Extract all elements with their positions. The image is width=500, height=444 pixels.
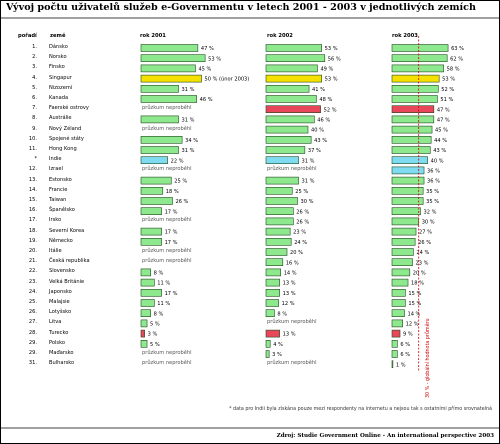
row-rank: 19. bbox=[28, 237, 37, 244]
row-rank: 9. bbox=[32, 125, 37, 132]
row-rank: 28. bbox=[28, 329, 37, 336]
row-country: Dánsko bbox=[49, 44, 68, 50]
chart-title: Vývoj počtu uživatelů služeb e-Governmen… bbox=[6, 2, 476, 13]
row-country: Finsko bbox=[49, 64, 65, 71]
row-rank: 17. bbox=[28, 217, 37, 224]
row-country: Austrálie bbox=[49, 115, 72, 122]
no-survey-label: průzkum neproběhl bbox=[142, 105, 192, 112]
row-country: Faerské ostrovy bbox=[49, 105, 89, 112]
row-rank: 3. bbox=[32, 64, 37, 71]
row-country: Maďarsko bbox=[49, 350, 74, 356]
row-country: Polsko bbox=[49, 339, 65, 346]
row-country: Kanada bbox=[49, 95, 69, 101]
row-country: Slovensko bbox=[49, 268, 75, 275]
row-country: Indie bbox=[49, 156, 62, 163]
row-country: Bulharsko bbox=[49, 360, 75, 367]
row-country: Hong Kong bbox=[49, 146, 77, 152]
row-country: Japonsko bbox=[49, 288, 72, 295]
source: Zdroj: Studie Government Online - An int… bbox=[276, 433, 494, 439]
row-country: Lotyšsko bbox=[49, 309, 72, 316]
row-rank: 29. bbox=[28, 350, 37, 356]
row-rank: 23. bbox=[28, 278, 37, 285]
row-rank: 22. bbox=[28, 268, 37, 275]
header-2001: rok 2001 bbox=[140, 33, 166, 39]
row-rank: 4. bbox=[32, 74, 37, 81]
row-rank: 27. bbox=[28, 319, 37, 326]
row-country: Estonsko bbox=[49, 176, 72, 183]
row-rank: 16. bbox=[28, 207, 37, 214]
no-survey-label: průzkum neproběhl bbox=[142, 258, 192, 265]
no-survey-label: průzkum neproběhl bbox=[142, 350, 192, 356]
row-country: Španělsko bbox=[49, 207, 75, 214]
row-rank: 11. bbox=[28, 146, 37, 152]
row-rank: 13. bbox=[28, 176, 37, 183]
row-rank: 15. bbox=[28, 197, 37, 203]
row-country: Severní Korea bbox=[49, 227, 85, 234]
row-rank: 18. bbox=[28, 227, 37, 234]
row-rank: * bbox=[34, 156, 37, 163]
row-country: Česká republika bbox=[49, 258, 90, 265]
row-rank: 21. bbox=[28, 258, 37, 265]
no-survey-label: průzkum neproběhl bbox=[267, 166, 317, 173]
header-rank: pořadí bbox=[18, 33, 37, 39]
row-country: Turecko bbox=[49, 329, 69, 336]
row-rank: 10. bbox=[28, 135, 37, 142]
row-country: Velká Británie bbox=[49, 278, 85, 285]
row-country: Singapur bbox=[49, 74, 72, 81]
row-country: Spojené státy bbox=[49, 135, 84, 142]
row-rank: 14. bbox=[28, 186, 37, 193]
no-survey-label: průzkum neproběhl bbox=[142, 125, 192, 132]
row-rank: 7. bbox=[32, 105, 37, 112]
no-survey-label: průzkum neproběhl bbox=[142, 217, 192, 224]
row-country: Norsko bbox=[49, 54, 67, 61]
no-survey-label: průzkum neproběhl bbox=[267, 319, 317, 326]
row-rank: 24. bbox=[28, 288, 37, 295]
row-rank: 8. bbox=[32, 115, 37, 122]
row-rank: 20. bbox=[28, 248, 37, 254]
header-2003: rok 2003 bbox=[392, 33, 418, 39]
row-country: Nizozemí bbox=[49, 84, 73, 91]
footnote: * data pro Indii byla získána pouze mezi… bbox=[229, 407, 492, 412]
row-rank: 1. bbox=[32, 44, 37, 50]
row-country: Litva bbox=[49, 319, 62, 326]
row-country: Itálie bbox=[49, 248, 62, 254]
row-rank: 6. bbox=[32, 95, 37, 101]
average-line-label: 30 % - globální hodnota průměru bbox=[426, 318, 431, 398]
row-country: Izrael bbox=[49, 166, 63, 173]
header-country: země bbox=[50, 33, 66, 39]
row-country: Německo bbox=[49, 237, 73, 244]
no-survey-label: průzkum neproběhl bbox=[142, 166, 192, 173]
row-country: Irsko bbox=[49, 217, 62, 224]
row-rank: 25. bbox=[28, 299, 37, 305]
row-country: Nový Zéland bbox=[49, 125, 82, 132]
row-rank: 26. bbox=[28, 309, 37, 316]
row-rank: 12. bbox=[28, 166, 37, 173]
no-survey-label: průzkum neproběhl bbox=[267, 360, 317, 367]
row-rank: 31. bbox=[28, 360, 37, 367]
no-survey-label: průzkum neproběhl bbox=[142, 248, 192, 254]
row-country: Francie bbox=[49, 186, 68, 193]
row-rank: 29. bbox=[28, 339, 37, 346]
row-rank: 5. bbox=[32, 84, 37, 91]
row-country: Taiwan bbox=[49, 197, 67, 203]
no-survey-label: průzkum neproběhl bbox=[142, 360, 192, 367]
row-country: Malajsie bbox=[49, 299, 70, 305]
row-rank: 2. bbox=[32, 54, 37, 61]
header-2002: rok 2002 bbox=[267, 33, 293, 39]
